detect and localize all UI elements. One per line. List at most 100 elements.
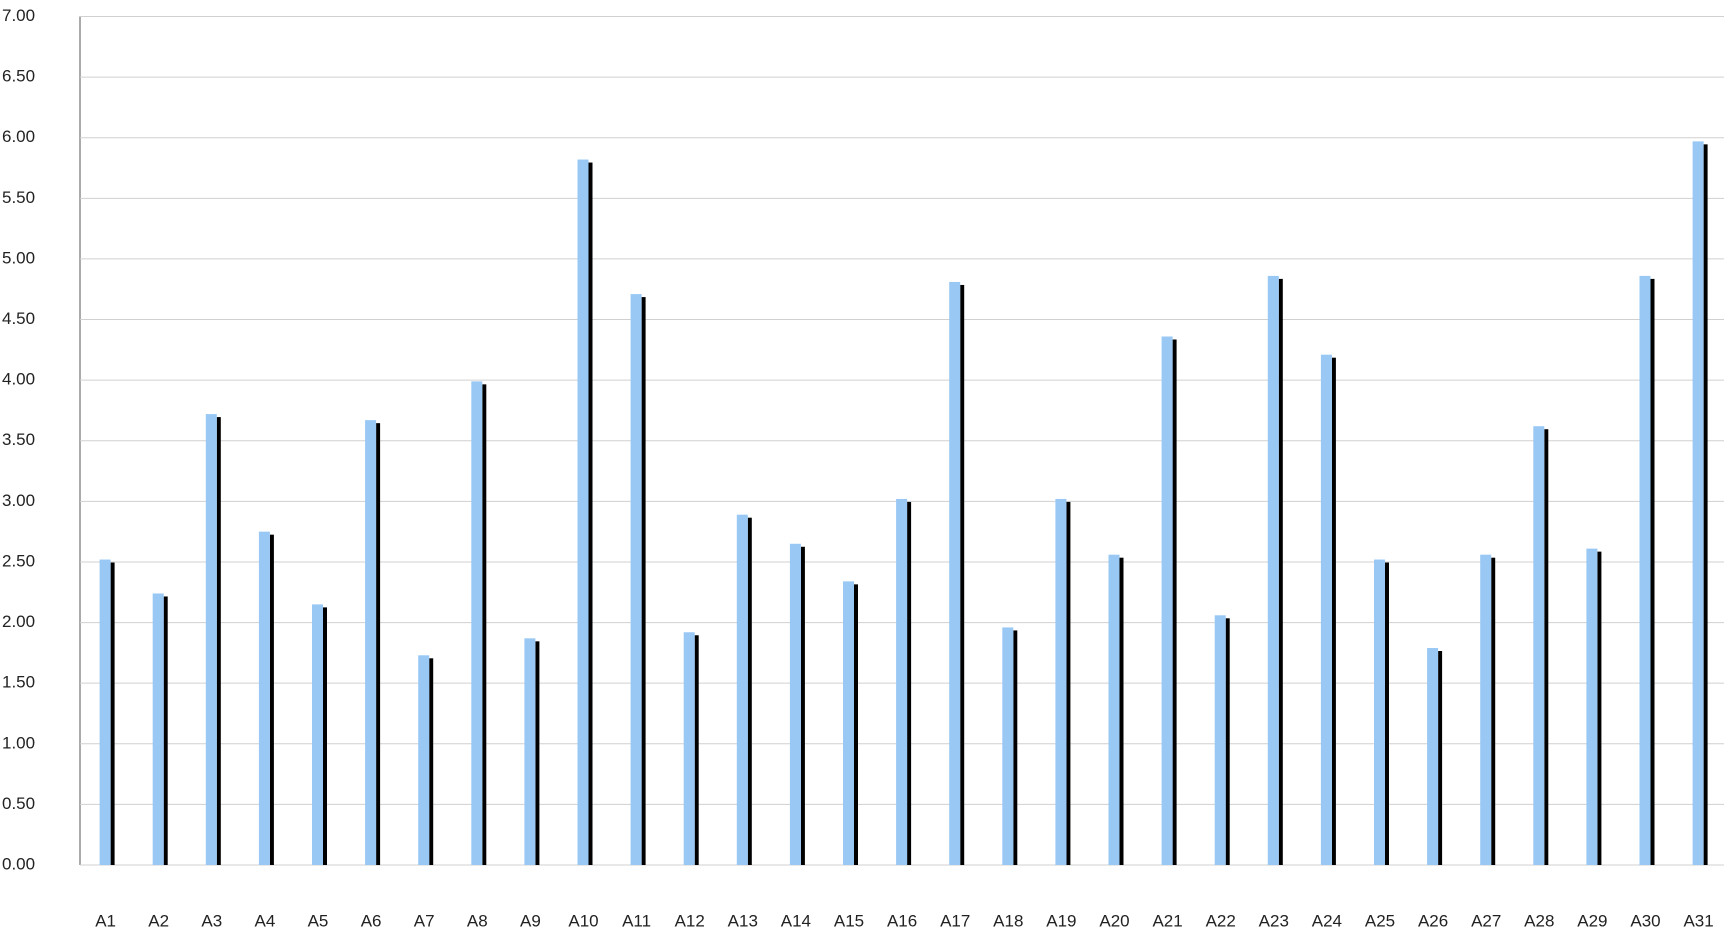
y-tick-label: 6.50 bbox=[2, 67, 35, 86]
bar-shadow bbox=[1438, 651, 1443, 865]
x-tick-label: A12 bbox=[675, 911, 705, 930]
x-tick-label: A19 bbox=[1046, 911, 1076, 930]
bar-shadow bbox=[1066, 501, 1071, 865]
x-tick-label: A29 bbox=[1577, 911, 1607, 930]
bar bbox=[1214, 615, 1226, 865]
bar-shadow bbox=[1491, 557, 1496, 865]
bar bbox=[630, 294, 642, 866]
bar bbox=[1374, 559, 1385, 865]
bar bbox=[1108, 554, 1120, 865]
bar bbox=[896, 498, 908, 865]
x-tick-label: A27 bbox=[1471, 911, 1501, 930]
bar-shadow bbox=[1650, 278, 1655, 865]
y-tick-label: 2.00 bbox=[2, 612, 35, 631]
bar bbox=[1267, 275, 1279, 865]
y-tick-label: 5.00 bbox=[2, 248, 35, 267]
bar bbox=[1533, 426, 1545, 865]
bar-shadow bbox=[1225, 618, 1230, 865]
bar-shadow bbox=[1013, 630, 1018, 865]
bar bbox=[1480, 554, 1492, 865]
y-tick-label: 5.50 bbox=[2, 188, 35, 207]
bar bbox=[1586, 548, 1598, 865]
bar bbox=[152, 593, 164, 865]
x-tick-label: A17 bbox=[940, 911, 970, 930]
bar-shadow bbox=[1278, 278, 1283, 865]
y-tick-label: 1.00 bbox=[2, 733, 35, 752]
bar bbox=[1639, 275, 1651, 865]
x-tick-label: A5 bbox=[308, 911, 329, 930]
bar-shadow bbox=[747, 517, 752, 865]
x-tick-label: A4 bbox=[255, 911, 276, 930]
bar-shadow bbox=[1172, 339, 1177, 865]
y-tick-label: 7.00 bbox=[2, 6, 35, 25]
bar-shadow bbox=[376, 423, 381, 865]
x-tick-label: A26 bbox=[1418, 911, 1448, 930]
bar-shadow bbox=[1544, 429, 1549, 865]
x-tick-label: A24 bbox=[1312, 911, 1342, 930]
x-tick-label: A14 bbox=[781, 911, 811, 930]
bar bbox=[365, 420, 377, 865]
bar-shadow bbox=[482, 384, 487, 865]
y-tick-label: 4.00 bbox=[2, 370, 35, 389]
bar bbox=[524, 638, 536, 865]
x-tick-label: A16 bbox=[887, 911, 917, 930]
x-tick-label: A22 bbox=[1206, 911, 1236, 930]
bar bbox=[1320, 354, 1332, 865]
bar bbox=[471, 381, 483, 865]
bar-shadow bbox=[1703, 144, 1708, 865]
y-tick-label: 1.50 bbox=[2, 673, 35, 692]
x-tick-label: A6 bbox=[361, 911, 382, 930]
bar bbox=[99, 559, 111, 865]
x-tick-label: A31 bbox=[1683, 911, 1713, 930]
bar-shadow bbox=[429, 658, 434, 865]
bar bbox=[258, 531, 270, 865]
bar-shadow bbox=[1331, 357, 1336, 865]
bar-shadow bbox=[110, 562, 115, 865]
x-tick-label: A18 bbox=[993, 911, 1023, 930]
x-tick-label: A9 bbox=[520, 911, 541, 930]
bar bbox=[1002, 627, 1014, 865]
x-tick-label: A8 bbox=[467, 911, 488, 930]
bar bbox=[577, 159, 589, 866]
y-tick-label: 2.50 bbox=[2, 551, 35, 570]
bar-shadow bbox=[216, 417, 221, 865]
bar bbox=[789, 543, 801, 865]
bar bbox=[1692, 141, 1704, 865]
bar-shadow bbox=[641, 297, 646, 866]
x-tick-label: A10 bbox=[568, 911, 598, 930]
y-tick-label: 3.50 bbox=[2, 430, 35, 449]
bar-shadow bbox=[163, 596, 168, 865]
y-tick-label: 6.00 bbox=[2, 127, 35, 146]
bar-shadow bbox=[1385, 562, 1389, 865]
bar bbox=[683, 632, 695, 865]
bar bbox=[843, 581, 854, 865]
bar bbox=[1427, 648, 1439, 865]
x-tick-label: A1 bbox=[95, 911, 116, 930]
y-tick-label: 3.00 bbox=[2, 491, 35, 510]
bar-shadow bbox=[588, 162, 593, 866]
y-tick-label: 0.50 bbox=[2, 794, 35, 813]
bar bbox=[736, 514, 748, 865]
bar-shadow bbox=[1597, 551, 1602, 865]
bar-shadow bbox=[960, 284, 965, 865]
bar-shadow bbox=[854, 584, 858, 865]
bar-shadow bbox=[907, 501, 912, 865]
bar-shadow bbox=[269, 534, 274, 865]
bar-shadow bbox=[800, 546, 805, 865]
x-tick-label: A28 bbox=[1524, 911, 1554, 930]
bar-shadow bbox=[535, 641, 540, 865]
bar bbox=[205, 414, 217, 865]
bar bbox=[1161, 336, 1173, 865]
x-tick-label: A13 bbox=[728, 911, 758, 930]
bar bbox=[1055, 498, 1067, 865]
bar-shadow bbox=[694, 635, 699, 865]
bar-shadow bbox=[1119, 557, 1124, 865]
x-tick-label: A23 bbox=[1259, 911, 1289, 930]
y-tick-label: 4.50 bbox=[2, 309, 35, 328]
bar bbox=[418, 655, 430, 865]
bar bbox=[949, 281, 961, 865]
x-tick-label: A30 bbox=[1630, 911, 1660, 930]
x-tick-label: A3 bbox=[201, 911, 222, 930]
x-tick-label: A2 bbox=[148, 911, 169, 930]
